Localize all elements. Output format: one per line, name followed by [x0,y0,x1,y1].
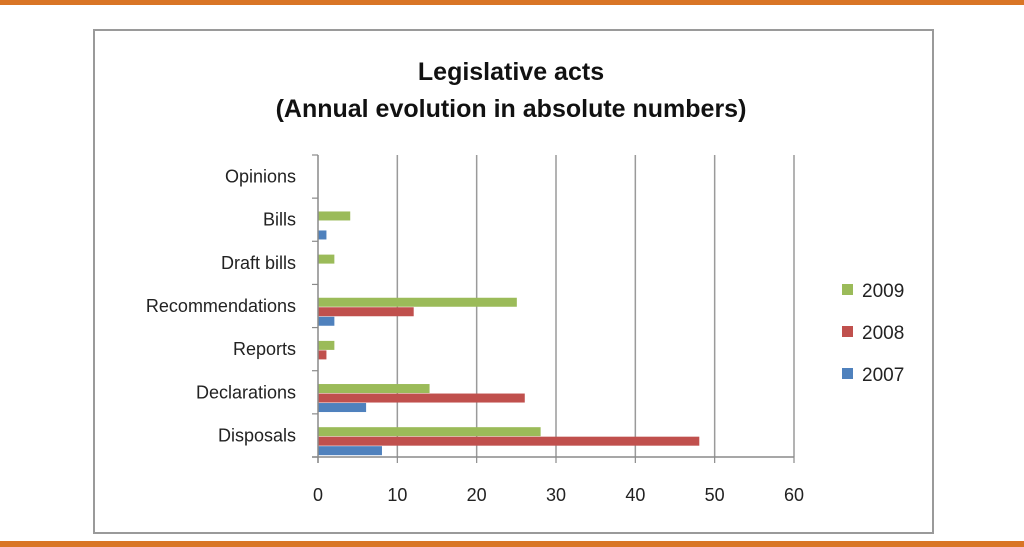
x-tick-label: 50 [705,485,725,505]
bar-2008-declarations [318,393,525,403]
bar-2008-disposals [318,436,700,446]
bar-2009-disposals [318,427,541,437]
x-tick-label: 30 [546,485,566,505]
chart-title: Legislative acts [418,58,604,86]
x-tick-label: 20 [467,485,487,505]
category-labels: Opinions Bills Draft bills Recommendations R… [146,167,296,446]
category-label: Bills [263,210,296,230]
top-accent-bar [0,0,1024,5]
category-label: Disposals [218,425,296,445]
category-label: Opinions [225,167,296,187]
category-label: Declarations [196,382,296,402]
bar-2007-declarations [318,403,367,413]
legend-swatch-2009 [842,284,853,295]
legend-swatch-2007 [842,368,853,379]
x-tick-labels: 0 10 20 30 40 50 60 [313,485,804,505]
category-label: Reports [233,339,296,359]
x-tick-label: 40 [625,485,645,505]
legend-swatch-2008 [842,326,853,337]
legend-label-2008: 2008 [862,323,904,344]
bars [318,211,700,456]
bar-2008-recommendations [318,307,414,317]
bar-2009-draft-bills [318,254,335,264]
axes [312,154,795,463]
x-tick-label: 10 [387,485,407,505]
bar-2007-disposals [318,446,382,456]
x-tick-label: 60 [784,485,804,505]
bar-2008-reports [318,350,327,360]
bar-2009-reports [318,340,335,350]
category-label: Draft bills [221,253,296,273]
bar-2007-bills [318,230,327,240]
bar-2009-bills [318,211,351,221]
bar-2009-declarations [318,384,430,394]
bar-2007-recommendations [318,316,335,326]
bottom-accent-bar [0,541,1024,547]
chart-subtitle: (Annual evolution in absolute numbers) [276,95,747,123]
bar-2009-recommendations [318,297,517,307]
legend: 2009 2008 2007 [842,281,904,386]
x-tick-label: 0 [313,485,323,505]
legend-label-2007: 2007 [862,365,904,386]
category-label: Recommendations [146,296,296,316]
legend-label-2009: 2009 [862,281,904,302]
